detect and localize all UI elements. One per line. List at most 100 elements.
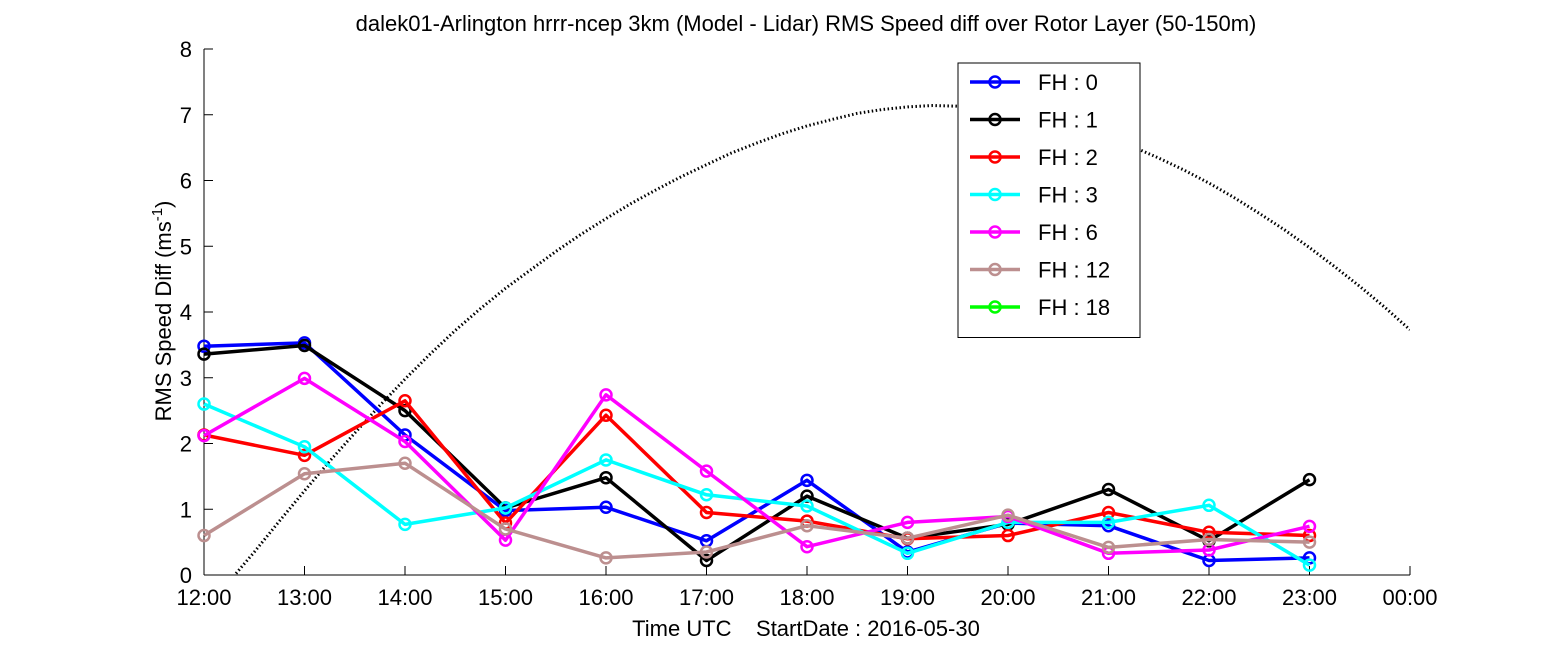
x-tick-label: 00:00	[1382, 585, 1437, 610]
data-point	[398, 456, 412, 470]
data-point	[197, 339, 211, 353]
legend-item: FH : 12	[970, 258, 1110, 283]
y-tick-label: 1	[180, 497, 192, 522]
legend-marker	[988, 150, 1002, 164]
data-point	[699, 505, 714, 520]
data-point	[699, 553, 714, 568]
legend-marker	[988, 187, 1002, 202]
legend-item: FH : 3	[970, 183, 1098, 208]
data-point	[398, 434, 412, 449]
data-point	[599, 500, 613, 515]
series-fh-1	[197, 338, 1317, 568]
data-point	[900, 546, 915, 561]
y-axis-label-text: RMS Speed Diff (ms	[151, 221, 176, 421]
legend-item: FH : 0	[970, 70, 1098, 95]
x-axis-label: Time UTC StartDate : 2016-05-30	[632, 616, 980, 641]
series-line	[203, 461, 1310, 560]
data-point	[297, 371, 312, 386]
data-point	[1302, 558, 1317, 572]
y-axis-label: RMS Speed Diff (ms-1)	[149, 201, 176, 422]
dotted-reference-curve	[232, 103, 1410, 575]
data-point	[1001, 528, 1015, 543]
data-point	[1001, 508, 1015, 522]
legend-label: FH : 2	[1038, 145, 1098, 170]
data-point	[599, 551, 613, 565]
data-point	[599, 453, 613, 467]
y-tick-label: 0	[180, 563, 192, 588]
x-tick-label: 18:00	[779, 585, 834, 610]
x-tick-label: 23:00	[1282, 585, 1337, 610]
data-point	[498, 501, 513, 515]
data-point	[1101, 540, 1116, 555]
data-point	[699, 488, 714, 502]
series-fh-6	[197, 371, 1317, 561]
data-point	[297, 466, 312, 481]
legend-marker	[988, 75, 1002, 89]
series-line	[203, 376, 1310, 556]
data-point	[900, 515, 915, 530]
legend-item: FH : 1	[970, 108, 1098, 133]
legend-marker	[988, 225, 1002, 239]
y-tick-label: 3	[180, 366, 192, 391]
data-point	[498, 522, 513, 536]
y-tick-label: 8	[180, 37, 192, 62]
legend-item: FH : 6	[970, 220, 1098, 245]
data-point	[800, 518, 814, 533]
data-point	[1101, 482, 1116, 497]
y-axis-label-close: )	[151, 201, 176, 208]
legend-label: FH : 12	[1038, 258, 1110, 283]
series-fh-12	[197, 456, 1317, 565]
data-point	[1302, 472, 1317, 487]
legend-label: FH : 3	[1038, 183, 1098, 208]
x-tick-label: 20:00	[980, 585, 1035, 610]
legend-item: FH : 18	[970, 295, 1110, 320]
data-point	[197, 347, 211, 361]
data-point	[800, 473, 814, 488]
x-tick-label: 14:00	[377, 585, 432, 610]
data-point	[599, 388, 613, 402]
x-tick-label: 15:00	[478, 585, 533, 610]
legend-label: FH : 18	[1038, 295, 1110, 320]
chart-title: dalek01-Arlington hrrr-ncep 3km (Model -…	[356, 11, 1257, 36]
data-point	[398, 394, 412, 408]
series-fh-0	[197, 336, 1317, 568]
legend-label: FH : 6	[1038, 220, 1098, 245]
data-point	[1302, 535, 1317, 549]
x-tick-label: 13:00	[277, 585, 332, 610]
data-point	[599, 470, 613, 485]
data-point	[599, 408, 613, 422]
data-point	[297, 448, 312, 463]
data-point	[900, 531, 915, 545]
legend-label: FH : 1	[1038, 108, 1098, 133]
series-fh-3	[197, 397, 1317, 572]
y-tick-label: 5	[180, 234, 192, 259]
legend-marker	[988, 262, 1002, 277]
series-line	[203, 343, 1311, 563]
y-axis-label-exponent: -1	[149, 208, 166, 221]
data-point	[197, 397, 211, 411]
x-tick-label: 19:00	[880, 585, 935, 610]
data-point	[297, 440, 312, 454]
data-point	[297, 338, 312, 353]
x-tick-label: 21:00	[1081, 585, 1136, 610]
legend-marker	[988, 300, 1002, 314]
data-point	[1202, 498, 1216, 513]
data-point	[699, 464, 714, 478]
data-point	[800, 539, 814, 554]
data-point	[699, 545, 714, 559]
data-point	[197, 528, 211, 543]
y-tick-label: 2	[180, 432, 192, 457]
data-point	[800, 499, 814, 513]
x-tick-label: 22:00	[1181, 585, 1236, 610]
data-point	[1302, 519, 1317, 534]
data-point	[1101, 515, 1116, 530]
data-point	[197, 428, 211, 443]
data-point	[1202, 532, 1216, 547]
data-point	[398, 517, 412, 532]
series-line	[203, 402, 1311, 567]
plot-area: 12:00 13:00 14:00 15:00 16:00 17:00 18:00 19:00…	[176, 37, 1437, 610]
legend-box	[957, 62, 1141, 338]
x-tick-label: 12:00	[176, 585, 231, 610]
legend: FH : 0 FH : 1 FH : 2 FH : 3 FH : 6 FH : 12 FH …	[957, 62, 1141, 338]
